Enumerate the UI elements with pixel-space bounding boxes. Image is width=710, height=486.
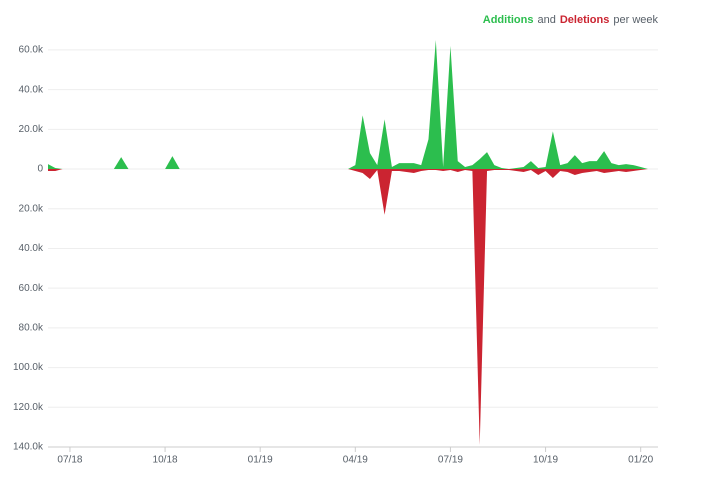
legend-additions: Additions	[483, 14, 534, 26]
y-tick-label: 20.0k	[19, 203, 44, 214]
y-tick-label: 60.0k	[19, 45, 44, 56]
x-tick-label: 07/19	[438, 455, 463, 466]
y-tick-label: 20.0k	[19, 124, 44, 135]
legend-joiner: and	[537, 14, 555, 26]
y-tick-label: 0	[37, 164, 43, 175]
x-tick-label: 10/19	[533, 455, 558, 466]
y-tick-label: 40.0k	[19, 243, 44, 254]
legend-deletions: Deletions	[560, 14, 610, 26]
area	[48, 39, 648, 170]
x-tick-label: 01/20	[628, 455, 653, 466]
y-tick-label: 100.0k	[13, 362, 44, 373]
x-tick-label: 04/19	[343, 455, 368, 466]
legend: Additions and Deletions per week	[483, 14, 659, 26]
x-tick-label: 01/19	[248, 455, 273, 466]
x-tick-label: 07/18	[57, 455, 82, 466]
y-tick-label: 140.0k	[13, 442, 44, 453]
y-tick-label: 40.0k	[19, 84, 44, 95]
x-tick-label: 10/18	[153, 455, 178, 466]
y-tick-label: 60.0k	[19, 283, 44, 294]
y-tick-label: 80.0k	[19, 323, 44, 334]
y-tick-label: 120.0k	[13, 402, 44, 413]
area	[48, 169, 648, 446]
legend-joiner: per week	[613, 14, 658, 26]
